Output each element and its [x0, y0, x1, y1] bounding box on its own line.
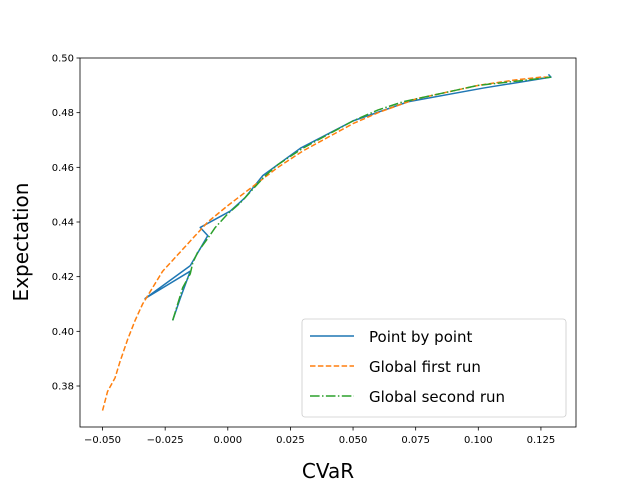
y-tick-label: 0.48	[52, 108, 74, 119]
legend-label-3: Global second run	[369, 388, 505, 406]
x-tick-label: 0.100	[464, 435, 493, 446]
legend-frame	[301, 318, 567, 418]
x-tick-label: 0.125	[527, 435, 556, 446]
y-tick-label: 0.44	[52, 218, 74, 229]
legend-label-1: Point by point	[369, 328, 473, 346]
x-tick-label: 0.025	[276, 435, 305, 446]
legend: Point by point Global first run Global sec…	[301, 318, 567, 418]
series-line-3	[171, 76, 552, 321]
x-tick-label: 0.000	[213, 435, 242, 446]
y-tick-label: 0.46	[52, 163, 74, 174]
y-tick-label: 0.50	[52, 54, 74, 65]
y-tick-label: 0.38	[52, 382, 74, 393]
series-layer	[101, 73, 552, 411]
x-tick-label: 0.050	[339, 435, 368, 446]
x-axis-title: CVaR	[302, 459, 354, 480]
y-axis: 0.38 0.40 0.42 0.44 0.46 0.48 0.50	[52, 54, 80, 393]
x-axis: −0.050 −0.025 0.000 0.025 0.050 0.075 0.100 0.1…	[84, 427, 555, 446]
y-tick-label: 0.40	[52, 327, 74, 338]
x-tick-label: 0.075	[401, 435, 430, 446]
legend-label-2: Global first run	[369, 358, 481, 376]
x-tick-label: −0.050	[84, 435, 121, 446]
y-tick-label: 0.42	[52, 272, 74, 283]
plot-frame	[79, 57, 577, 428]
y-axis-title: Expectation	[9, 183, 33, 302]
x-tick-label: −0.025	[147, 435, 184, 446]
